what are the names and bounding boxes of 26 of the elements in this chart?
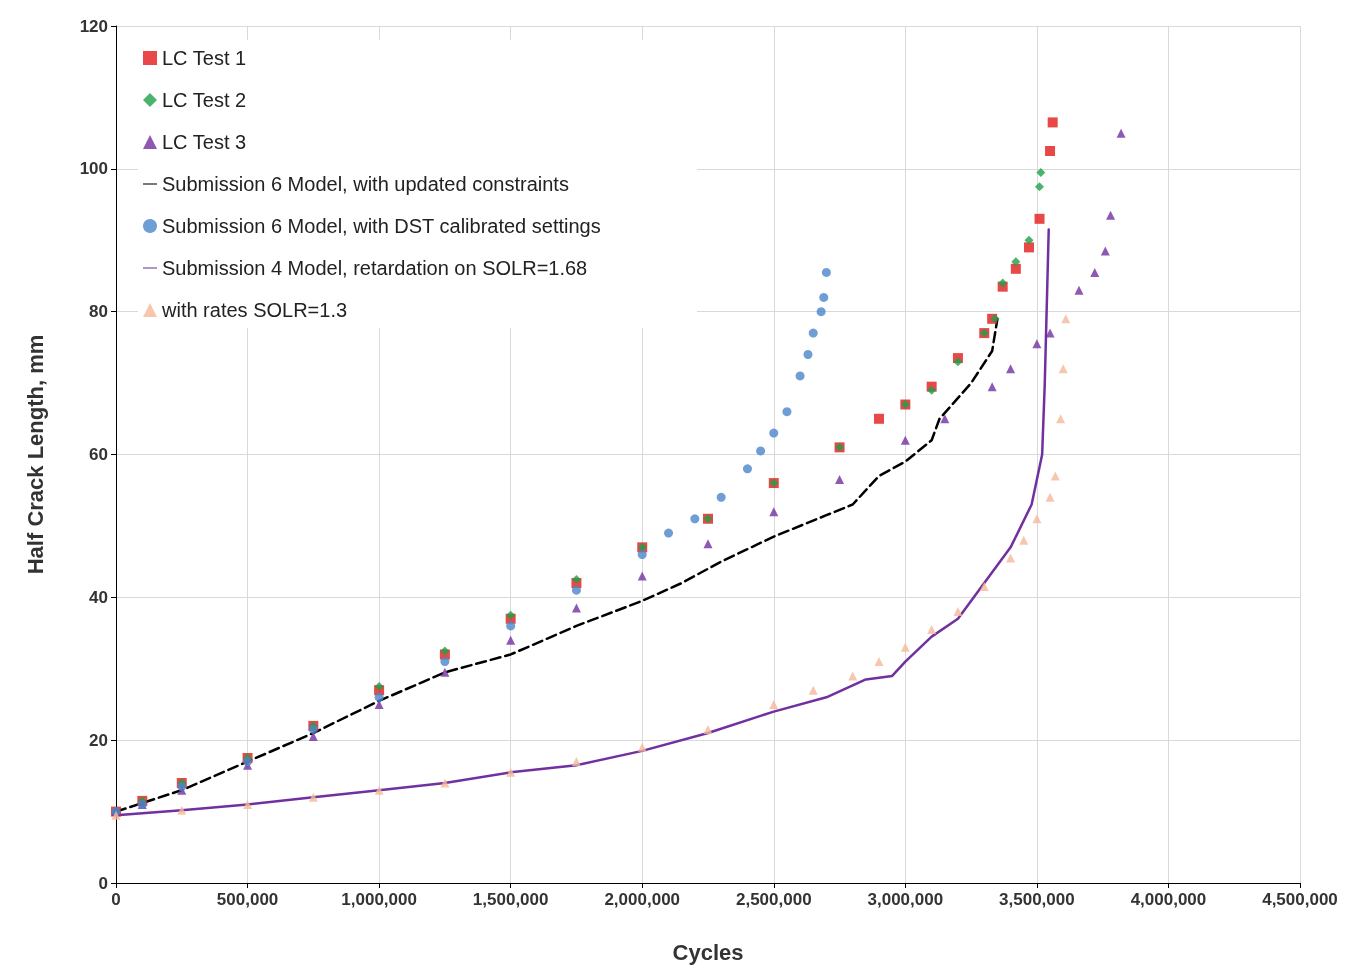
x-axis-title: Cycles [672, 939, 744, 965]
x-tick-label: 3,000,000 [867, 890, 944, 909]
y-tick-label: 60 [89, 445, 108, 464]
y-tick-label: 100 [79, 159, 108, 179]
y-tick-label: 120 [79, 16, 108, 36]
x-tick-label: 4,500,000 [1262, 890, 1338, 909]
legend-label: LC Test 1 [162, 47, 247, 69]
x-tick-label: 0 [111, 890, 121, 909]
y-axis-title: Half Crack Length, mm [22, 334, 48, 575]
x-tick-label: 500,000 [216, 890, 279, 909]
x-tick-label: 1,500,000 [472, 890, 549, 909]
y-tick-label: 0 [98, 873, 108, 893]
y-tick-label: 40 [89, 587, 108, 607]
y-tick-label: 80 [89, 302, 108, 322]
legend-label: LC Test 3 [162, 131, 247, 153]
legend-label: Submission 4 Model, retardation on SOLR=1.68 [162, 257, 588, 279]
x-tick-label: 1,000,000 [341, 890, 417, 909]
legend-label: with rates SOLR=1.3 [161, 299, 348, 321]
legend-label: Submission 6 Model, with updated constraints [162, 173, 569, 195]
x-tick-label: 2,500,000 [735, 890, 812, 909]
y-tick-label: 20 [89, 730, 108, 750]
x-tick-label: 3,500,000 [999, 890, 1075, 909]
legend-label: LC Test 2 [162, 89, 247, 111]
x-tick-label: 2,000,000 [604, 890, 681, 909]
x-tick-label: 4,000,000 [1130, 890, 1207, 909]
legend-label: Submission 6 Model, with DST calibrated settings [162, 215, 601, 237]
